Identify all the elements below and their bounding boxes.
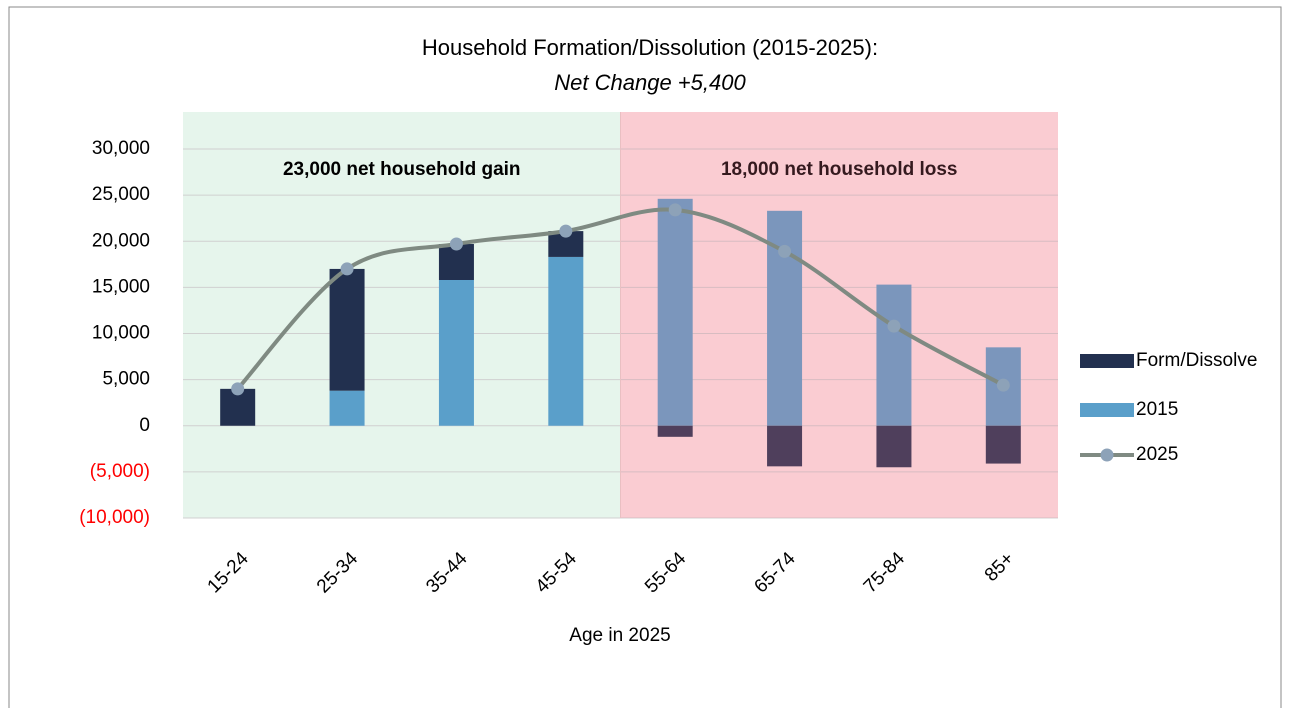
y-tick-label: 30,000 [92, 138, 150, 159]
y-tick-label: 20,000 [92, 230, 150, 251]
y-tick-label: (10,000) [79, 507, 150, 528]
line-marker [559, 224, 573, 238]
line-marker [340, 262, 354, 276]
bar [767, 425, 803, 467]
legend-label: 2025 [1136, 444, 1178, 465]
loss-region [620, 112, 1058, 518]
bar [657, 198, 693, 426]
legend-swatch [1100, 448, 1114, 462]
x-axis-label: Age in 2025 [569, 625, 670, 646]
bar [329, 268, 365, 391]
legend-swatch [1080, 403, 1134, 417]
bar [438, 279, 474, 426]
annotation: 23,000 net household gain [283, 159, 521, 180]
chart-title: Household Formation/Dissolution (2015-20… [422, 35, 878, 60]
line-marker [449, 237, 463, 251]
line-marker [778, 244, 792, 258]
y-tick-label: 15,000 [92, 276, 150, 297]
y-tick-label: 25,000 [92, 184, 150, 205]
bar [329, 390, 365, 426]
legend-label: 2015 [1136, 399, 1178, 420]
chart-subtitle: Net Change +5,400 [554, 70, 746, 95]
y-tick-label: 5,000 [102, 369, 150, 390]
bar [657, 425, 693, 437]
annotation: 18,000 net household loss [721, 159, 958, 180]
legend-swatch [1080, 354, 1134, 368]
line-marker [231, 382, 245, 396]
bar [876, 284, 912, 426]
bar [985, 425, 1021, 464]
y-tick-label: 10,000 [92, 323, 150, 344]
gain-region [183, 112, 621, 518]
bar [548, 256, 584, 426]
line-marker [887, 319, 901, 333]
legend-label: Form/Dissolve [1136, 350, 1257, 371]
line-marker [996, 378, 1010, 392]
y-tick-label: (5,000) [90, 461, 150, 482]
y-tick-label: 0 [139, 415, 150, 436]
line-marker [668, 203, 682, 217]
bar [876, 425, 912, 468]
